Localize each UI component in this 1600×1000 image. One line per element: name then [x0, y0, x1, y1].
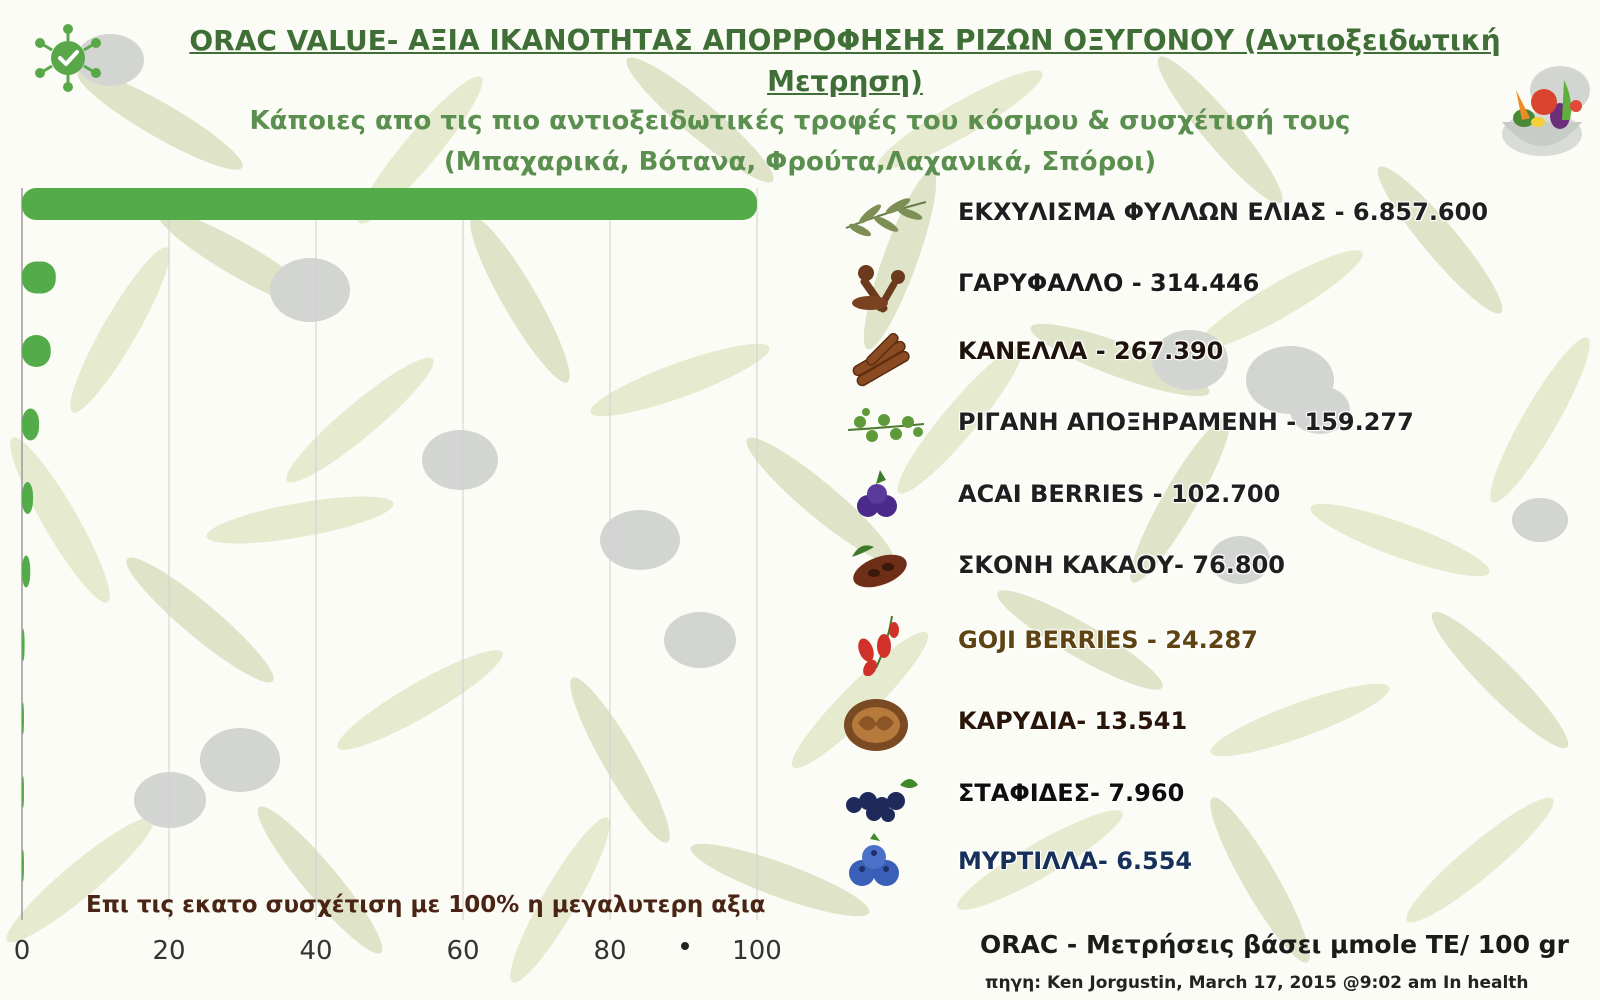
- olive-branch-icon: [840, 184, 930, 252]
- leaf-shape: [1490, 337, 1590, 503]
- x-axis-ticks: 0 20 40 60 80 100: [14, 936, 782, 966]
- bar: [22, 555, 31, 588]
- bar: [22, 188, 757, 220]
- leaf-shape: [206, 496, 394, 544]
- x-tick-label: 100: [732, 936, 782, 966]
- cocoa-icon: [840, 537, 930, 605]
- leaf-shape: [1377, 166, 1503, 314]
- legend-label: ΚΑΡΥΔΙΑ- 13.541: [958, 707, 1188, 735]
- blueberry-icon: [840, 833, 930, 901]
- leaf-shape: [1157, 56, 1283, 204]
- leaf-shape: [590, 343, 770, 417]
- leaf-shape: [77, 70, 243, 170]
- leaf-shape: [877, 70, 1043, 170]
- leaf-shape: [337, 650, 503, 750]
- leaf-shape: [1130, 417, 1230, 583]
- legend-label: ΜΥΡΤΙΛΛΑ- 6.554: [958, 847, 1193, 875]
- leaf-shape: [470, 217, 570, 383]
- olive-shape: [200, 728, 280, 792]
- olive-shape: [134, 772, 206, 828]
- leaf-shape: [746, 437, 894, 563]
- legend-label: ΓΑΡΥΦΑΛΛΟ - 314.446: [958, 269, 1260, 297]
- background-leaves: [6, 56, 1590, 983]
- olive-shape: [422, 430, 498, 490]
- bar: [22, 261, 56, 294]
- leaf-shape: [1197, 250, 1363, 350]
- goji-icon: [840, 612, 930, 680]
- bar: [22, 849, 24, 882]
- x-axis-label: Επι τις εκατο συσχέτιση με 100% η μεγαλυ…: [86, 892, 766, 918]
- bar: [22, 776, 24, 808]
- x-tick-label: 80: [593, 936, 626, 966]
- bar: [22, 482, 34, 514]
- leaf-shape: [126, 557, 274, 683]
- leaf-shape: [997, 590, 1163, 690]
- leaf-shape: [626, 57, 774, 183]
- cinnamon-icon: [840, 323, 930, 391]
- leaf-shape: [510, 817, 610, 983]
- olive-shape: [600, 510, 680, 570]
- background-olives: [76, 34, 1590, 828]
- bar-chart: 0 20 40 60 80 100: [14, 188, 782, 966]
- units-note: ORAC - Μετρήσεις βάσει μmole TE/ 100 gr: [980, 930, 1569, 959]
- bar: [22, 335, 51, 367]
- leaf-shape: [957, 810, 1123, 910]
- legend-label: ΣΚΟΝΗ ΚΑΚΑΟΥ- 76.800: [958, 551, 1285, 579]
- leaf-shape: [897, 346, 1023, 494]
- olive-shape: [1152, 330, 1228, 390]
- x-tick-label: 40: [299, 936, 332, 966]
- olive-shape: [1512, 498, 1568, 542]
- bullet-dot: [681, 942, 689, 950]
- x-tick-label: 60: [446, 936, 479, 966]
- gridlines: [21, 188, 758, 920]
- vegetable-bowl-icon: [1494, 60, 1590, 164]
- legend-label: GOJI BERRIES - 24.287: [958, 626, 1258, 654]
- leaf-shape: [357, 76, 483, 224]
- leaf-shape: [570, 677, 670, 843]
- olive-shape: [1210, 536, 1270, 584]
- bars: [22, 188, 757, 882]
- bar: [22, 702, 24, 735]
- acai-icon: [840, 466, 930, 534]
- legend-label: ΡΙΓΑΝΗ ΑΠΟΞΗΡΑΜΕΝΗ - 159.277: [958, 408, 1414, 436]
- olive-shape: [270, 258, 350, 322]
- legend-label: ACAI BERRIES - 102.700: [958, 480, 1281, 508]
- leaf-shape: [1210, 683, 1390, 757]
- leaf-shape: [791, 631, 929, 769]
- clove-icon: [840, 255, 930, 323]
- bar: [22, 408, 40, 441]
- legend-label: ΚΑΝΕΛΛΑ - 267.390: [958, 337, 1224, 365]
- walnut-icon: [840, 693, 930, 761]
- raisins-icon: [840, 765, 930, 833]
- legend-label: ΣΤΑΦΙΔΕΣ- 7.960: [958, 779, 1185, 807]
- leaf-shape: [1431, 611, 1569, 749]
- leaf-shape: [1210, 797, 1310, 963]
- olive-shape: [1290, 386, 1350, 434]
- leaf-shape: [6, 817, 154, 943]
- source-note: πηγη: Ken Jorgustin, March 17, 2015 @9:0…: [985, 973, 1529, 993]
- leaf-shape: [10, 437, 110, 603]
- olive-shape: [664, 612, 736, 668]
- chart-title: ORAC VALUE- ΑΞΙΑ ΙΚΑΝΟΤΗΤΑΣ ΑΠΟΡΡΟΦΗΣΗΣ …: [189, 24, 1501, 98]
- leaf-shape: [70, 247, 170, 413]
- check-badge-icon: [32, 22, 104, 98]
- leaf-shape: [690, 843, 870, 917]
- x-tick-label: 0: [14, 936, 31, 966]
- leaf-shape: [257, 806, 383, 954]
- legend-label: ΕΚΧΥΛΙΣΜΑ ΦΥΛΛΩΝ ΕΛΙΑΣ - 6.857.600: [958, 198, 1489, 226]
- x-tick-label: 20: [152, 936, 185, 966]
- leaf-shape: [1406, 797, 1554, 923]
- leaf-shape: [286, 357, 434, 483]
- chart-subtitle: Κάποιες απο τις πιο αντιοξειδωτικές τροφ…: [249, 106, 1351, 177]
- bar: [22, 629, 25, 661]
- leaf-shape: [1310, 503, 1490, 577]
- oregano-icon: [840, 394, 930, 462]
